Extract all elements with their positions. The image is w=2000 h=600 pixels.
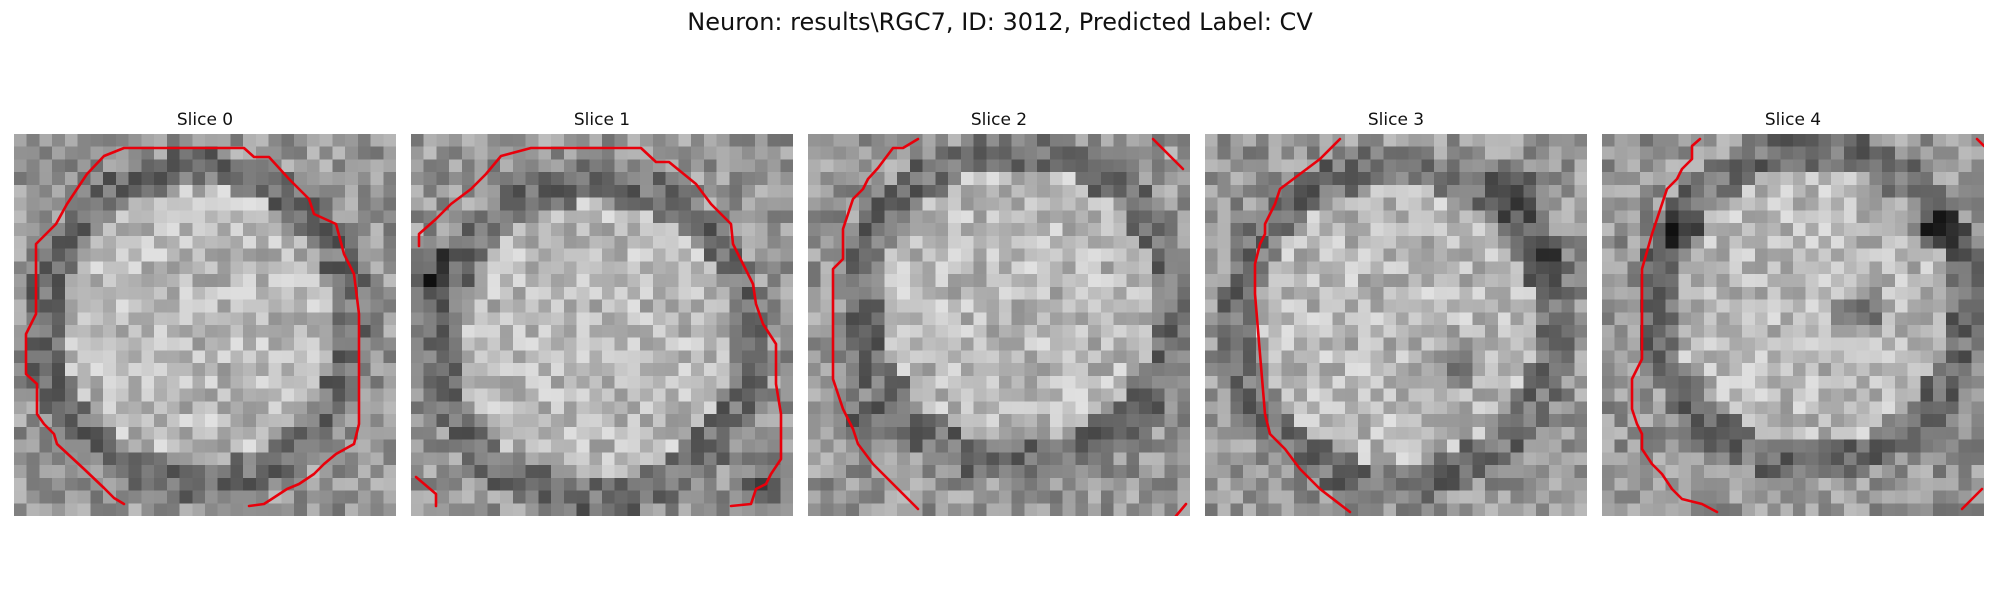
slice-image-1: [411, 134, 793, 516]
cell-contour-fragment: [1960, 487, 1984, 511]
cell-contour: [417, 146, 783, 508]
cell-contour: [1253, 137, 1352, 514]
cell-contour-fragment: [414, 475, 438, 508]
slice-image-2: [808, 134, 1190, 516]
figure-title: Neuron: results\RGC7, ID: 3012, Predicte…: [687, 8, 1313, 36]
slice-title-1: Slice 1: [573, 110, 631, 130]
cell-contour-overlay: [831, 137, 1188, 516]
slice-title-3: Slice 3: [1367, 110, 1425, 130]
cell-contour-fragment: [1151, 137, 1185, 171]
cell-contour-overlay: [24, 146, 361, 508]
microscopy-image: [14, 134, 396, 516]
cell-contour-overlay: [1253, 137, 1352, 514]
slice-title-4: Slice 4: [1764, 110, 1822, 130]
cell-contour-fragment: [1975, 137, 1984, 148]
microscopy-image: [808, 134, 1190, 516]
microscopy-image: [1205, 134, 1587, 516]
slice-image-4: [1602, 134, 1984, 516]
cell-contour-overlay: [1630, 137, 1984, 514]
microscopy-image: [411, 134, 793, 516]
cell-contour: [24, 146, 361, 508]
microscopy-image: [1602, 134, 1984, 516]
slice-image-3: [1205, 134, 1587, 516]
cell-contour: [1630, 137, 1719, 514]
slice-image-0: [14, 134, 396, 516]
cell-contour-overlay: [414, 146, 783, 508]
slice-title-0: Slice 0: [176, 110, 234, 130]
cell-contour-fragment: [1174, 502, 1188, 516]
cell-contour: [831, 137, 920, 511]
slice-title-2: Slice 2: [970, 110, 1028, 130]
